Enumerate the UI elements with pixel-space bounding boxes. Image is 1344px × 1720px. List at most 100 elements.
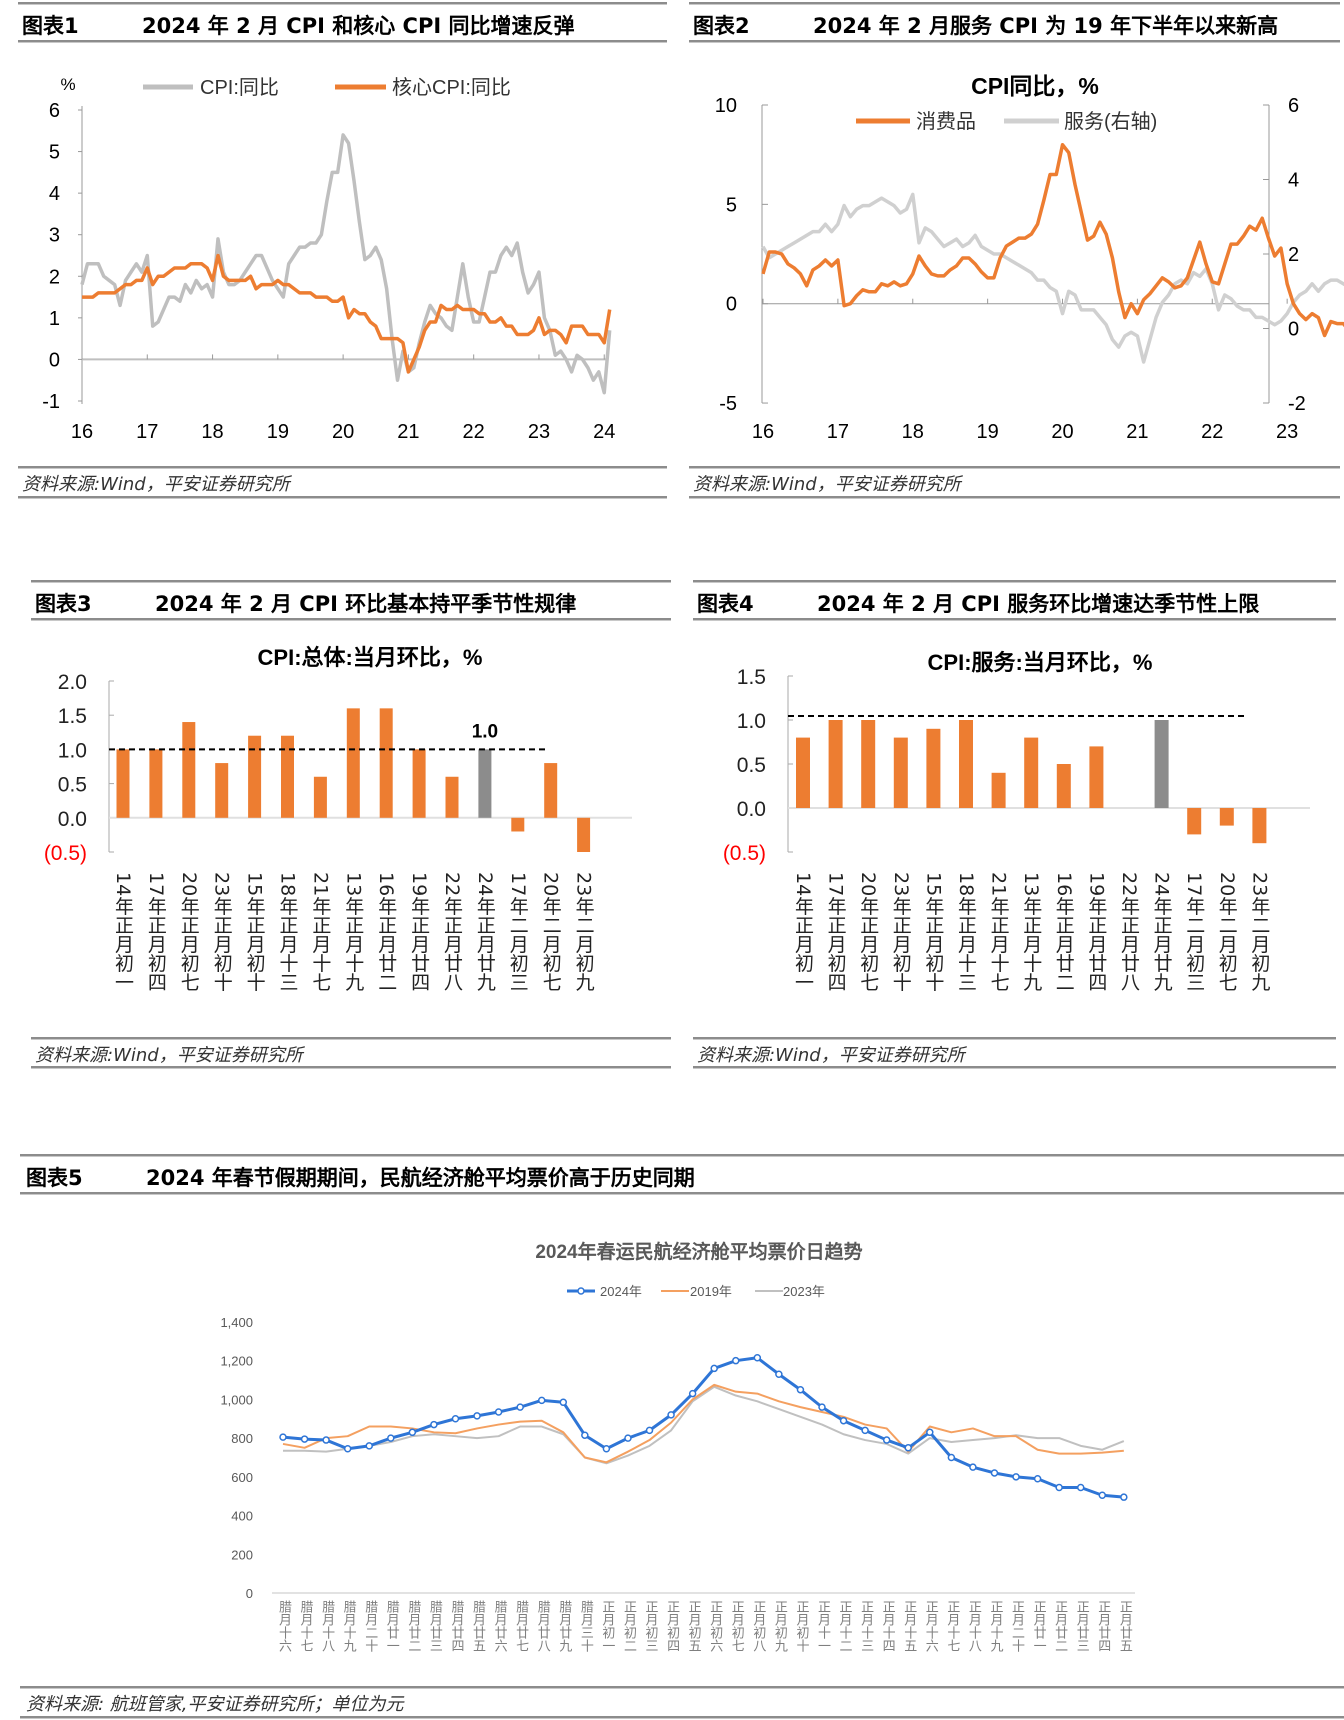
category-label: 正月初四 (664, 1600, 680, 1652)
category-label: 正月十九 (987, 1600, 1003, 1652)
divider (693, 580, 1336, 583)
y-tick-label: (0.5) (723, 842, 766, 865)
category-label: 17年正月初四 (824, 872, 847, 992)
legend-label: 2024年 (600, 1284, 642, 1299)
figure-5-header: 图表5 2024 年春节假期期间，民航经济舱平均票价高于历史同期 (26, 1162, 695, 1192)
divider (693, 618, 1336, 621)
divider (18, 2, 667, 5)
category-label: 17年正月初四 (144, 872, 167, 992)
category-label: 正月十八 (965, 1600, 981, 1652)
category-label: 腊月十九 (340, 1600, 356, 1652)
category-label: 13年正月十九 (1020, 872, 1043, 992)
bar (478, 749, 492, 818)
bar (379, 708, 393, 818)
series-line-2023年 (283, 1385, 1125, 1465)
data-point (969, 1463, 977, 1471)
figure-label: 图表3 (35, 592, 92, 616)
category-label: 22年正月廿八 (1118, 872, 1140, 992)
y-tick-label: 10 (715, 95, 737, 117)
y-tick-label: 6 (49, 100, 60, 122)
bar (796, 737, 810, 808)
data-point (926, 1428, 934, 1437)
category-label: 19年正月廿四 (408, 872, 431, 992)
category-label: 正月初七 (728, 1600, 744, 1652)
category-label: 正月十五 (901, 1600, 917, 1652)
bar (412, 749, 426, 818)
chart-title: 2024年春运民航经济舱平均票价日趋势 (535, 1240, 862, 1263)
category-label: 腊月三十 (577, 1600, 593, 1652)
data-point (861, 1426, 869, 1435)
category-label: 腊月廿六 (491, 1600, 507, 1652)
category-label: 腊月廿三 (426, 1600, 442, 1652)
data-point (408, 1428, 417, 1437)
x-tick-label: 24 (593, 421, 615, 443)
source-note: 资料来源:Wind，平安证券研究所 (693, 474, 961, 495)
y-tick-label: 1.5 (58, 705, 87, 728)
y-tick-label: 0.0 (58, 808, 87, 831)
category-label: 21年正月十七 (309, 872, 332, 992)
divider (20, 1716, 1344, 1719)
figure-2-header: 图表2 2024 年 2 月服务 CPI 为 19 年下半年以来新高 (693, 10, 1278, 40)
figure-4-header: 图表4 2024 年 2 月 CPI 服务环比增速达季节性上限 (697, 588, 1259, 618)
category-label: 腊月廿八 (534, 1600, 550, 1652)
category-label: 腊月廿七 (513, 1600, 529, 1652)
x-tick-label: 17 (136, 421, 158, 443)
data-point (602, 1445, 611, 1453)
x-tick-label: 18 (902, 421, 924, 443)
figure-label: 图表1 (22, 14, 79, 38)
category-label: 正月二十 (1009, 1600, 1025, 1652)
category-label: 14年正月初一 (792, 872, 814, 992)
divider (18, 496, 667, 499)
category-label: 23年二月初九 (1248, 872, 1271, 992)
legend-label: 服务(右轴) (1064, 110, 1157, 133)
category-label: 正月十六 (922, 1600, 938, 1652)
category-label: 正月廿一 (1030, 1600, 1046, 1652)
data-point (451, 1415, 460, 1423)
y-tick-label: 1.0 (737, 710, 766, 733)
divider (20, 1686, 1344, 1689)
data-point (1120, 1493, 1128, 1501)
data-point (559, 1398, 568, 1407)
bar (248, 735, 262, 818)
y-tick-label-right: 2 (1288, 244, 1299, 266)
y-tick-label-right: 4 (1288, 170, 1299, 192)
category-label: 正月十一 (815, 1600, 830, 1652)
y-tick-label: 1,200 (220, 1354, 253, 1369)
category-label: 24年正月廿九 (1150, 872, 1173, 992)
category-label: 腊月十七 (297, 1600, 313, 1652)
bar (577, 817, 591, 852)
bar (116, 749, 130, 818)
data-point (473, 1412, 481, 1420)
x-tick-label: 18 (201, 421, 223, 443)
category-label: 19年正月廿四 (1085, 872, 1108, 992)
bar (959, 720, 973, 808)
data-point (516, 1403, 524, 1411)
category-label: 腊月廿二 (405, 1600, 421, 1652)
y-tick-label: 0.5 (58, 774, 87, 797)
category-label: 正月廿二 (1052, 1600, 1068, 1652)
data-point (1033, 1475, 1042, 1483)
chart-title: CPI同比，% (971, 73, 1099, 99)
category-label: 18年正月十三 (276, 872, 299, 992)
bar (313, 776, 327, 818)
data-point (688, 1389, 697, 1398)
x-tick-label: 22 (463, 421, 485, 443)
x-tick-label: 21 (397, 421, 419, 443)
category-label: 腊月廿九 (556, 1600, 572, 1652)
y-tick-label: 4 (49, 183, 60, 205)
series-line-cpi (80, 133, 612, 395)
data-point (882, 1436, 891, 1444)
category-label: 21年正月十七 (987, 872, 1010, 992)
divider (18, 466, 667, 469)
data-point (279, 1433, 287, 1441)
data-point (904, 1444, 912, 1452)
legend-label: 2019年 (690, 1284, 732, 1299)
data-point (365, 1442, 373, 1450)
figure-label: 图表5 (26, 1166, 83, 1190)
figure-title: 2024 年春节假期期间，民航经济舱平均票价高于历史同期 (146, 1166, 695, 1190)
x-tick-label: 21 (1126, 421, 1148, 443)
data-point (818, 1403, 826, 1411)
category-label: 17年二月初三 (1183, 872, 1206, 992)
data-point (839, 1416, 848, 1425)
bar (828, 720, 843, 808)
